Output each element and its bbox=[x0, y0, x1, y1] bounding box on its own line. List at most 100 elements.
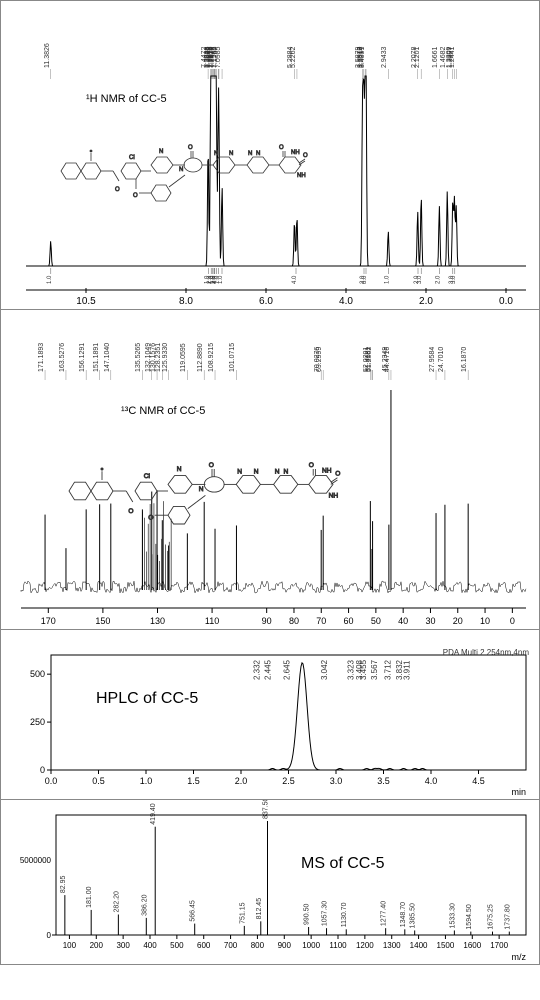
svg-text:3.567: 3.567 bbox=[370, 659, 379, 680]
svg-text:130: 130 bbox=[150, 616, 165, 626]
svg-text:8.0: 8.0 bbox=[179, 296, 193, 307]
svg-text:O: O bbox=[303, 153, 308, 159]
svg-text:400: 400 bbox=[143, 941, 157, 950]
svg-text:3.455: 3.455 bbox=[359, 659, 368, 680]
svg-text:O: O bbox=[209, 462, 214, 469]
svg-text:282.20: 282.20 bbox=[113, 891, 120, 913]
svg-text:4.0: 4.0 bbox=[339, 296, 353, 307]
svg-text:O: O bbox=[115, 187, 120, 193]
svg-text:2.5: 2.5 bbox=[282, 776, 295, 786]
svg-text:500: 500 bbox=[30, 669, 45, 679]
svg-text:2.0: 2.0 bbox=[235, 776, 248, 786]
svg-text:O: O bbox=[335, 471, 340, 478]
svg-text:1277.40: 1277.40 bbox=[381, 901, 388, 926]
svg-text:10: 10 bbox=[480, 616, 490, 626]
svg-text:1594.50: 1594.50 bbox=[466, 904, 473, 929]
svg-text:1300: 1300 bbox=[383, 941, 401, 950]
svg-text:Cl: Cl bbox=[144, 473, 151, 480]
svg-text:1.0: 1.0 bbox=[47, 275, 53, 284]
svg-text:800: 800 bbox=[251, 941, 265, 950]
svg-text:N: N bbox=[159, 149, 163, 155]
svg-text:2.0: 2.0 bbox=[436, 275, 442, 284]
svg-text:N: N bbox=[179, 167, 183, 173]
cnmr-peak-labels: 171.1893163.5276156.1291151.1891147.1040… bbox=[1, 312, 534, 372]
svg-text:O: O bbox=[279, 145, 284, 151]
svg-text:1.0: 1.0 bbox=[140, 776, 153, 786]
svg-text:1348.70: 1348.70 bbox=[400, 902, 407, 927]
cnmr-structure: O Cl O N N O N N NN bbox=[56, 425, 346, 535]
svg-text:419.40: 419.40 bbox=[150, 803, 157, 825]
svg-text:N: N bbox=[275, 468, 280, 475]
svg-text:3.5: 3.5 bbox=[377, 776, 390, 786]
hnmr-structure: O Cl O N N O N N NN bbox=[51, 111, 311, 211]
svg-text:N: N bbox=[237, 468, 242, 475]
svg-text:1400: 1400 bbox=[410, 941, 428, 950]
svg-text:2.332: 2.332 bbox=[253, 659, 262, 680]
svg-text:NH: NH bbox=[322, 467, 332, 474]
svg-text:0: 0 bbox=[510, 616, 515, 626]
svg-text:4.0: 4.0 bbox=[292, 275, 298, 284]
ms-spectrum: 0500000010020030040050060070080090010001… bbox=[1, 800, 540, 965]
svg-text:0.0: 0.0 bbox=[499, 296, 513, 307]
svg-text:1057.30: 1057.30 bbox=[322, 901, 329, 926]
svg-text:4.0: 4.0 bbox=[425, 776, 438, 786]
svg-text:N: N bbox=[284, 468, 289, 475]
hnmr-title: ¹H NMR of CC-5 bbox=[86, 93, 167, 105]
svg-text:1737.80: 1737.80 bbox=[504, 904, 511, 929]
svg-text:250: 250 bbox=[30, 717, 45, 727]
svg-text:0: 0 bbox=[47, 931, 52, 940]
svg-text:600: 600 bbox=[197, 941, 211, 950]
svg-text:181.00: 181.00 bbox=[86, 886, 93, 908]
svg-text:O: O bbox=[133, 193, 138, 199]
svg-text:751.15: 751.15 bbox=[239, 902, 246, 924]
cnmr-title: ¹³C NMR of CC-5 bbox=[121, 405, 205, 417]
svg-text:N: N bbox=[256, 151, 260, 157]
svg-text:2.445: 2.445 bbox=[263, 659, 272, 680]
svg-text:386.20: 386.20 bbox=[141, 894, 148, 916]
svg-text:N: N bbox=[199, 486, 204, 493]
svg-text:500: 500 bbox=[170, 941, 184, 950]
svg-text:110: 110 bbox=[205, 616, 219, 626]
svg-text:566.45: 566.45 bbox=[190, 900, 197, 922]
svg-text:O: O bbox=[188, 145, 193, 151]
svg-text:1385.50: 1385.50 bbox=[410, 903, 417, 928]
svg-text:N: N bbox=[177, 466, 182, 473]
svg-text:1000: 1000 bbox=[302, 941, 320, 950]
svg-text:80: 80 bbox=[289, 616, 299, 626]
svg-text:3.0: 3.0 bbox=[330, 776, 343, 786]
ms-panel: MS of CC-5 05000000100200300400500600700… bbox=[0, 800, 540, 965]
svg-text:6.0: 6.0 bbox=[259, 296, 273, 307]
svg-text:3.712: 3.712 bbox=[384, 659, 393, 680]
svg-text:900: 900 bbox=[278, 941, 292, 950]
svg-text:m/z: m/z bbox=[512, 952, 527, 962]
svg-text:3.0: 3.0 bbox=[451, 275, 457, 284]
ms-title: MS of CC-5 bbox=[301, 855, 385, 873]
svg-text:1533.30: 1533.30 bbox=[449, 903, 456, 928]
svg-text:O: O bbox=[148, 515, 153, 522]
svg-text:1.0: 1.0 bbox=[218, 275, 224, 284]
svg-text:3.042: 3.042 bbox=[320, 659, 329, 680]
hplc-panel: HPLC of CC-5 PDA Multi 2 254nm,4nm 0 250 5… bbox=[0, 630, 540, 800]
svg-text:0.0: 0.0 bbox=[45, 776, 58, 786]
svg-text:min: min bbox=[511, 787, 526, 797]
svg-text:O: O bbox=[128, 508, 133, 515]
svg-text:40: 40 bbox=[398, 616, 408, 626]
svg-text:1700: 1700 bbox=[490, 941, 508, 950]
svg-text:1600: 1600 bbox=[463, 941, 481, 950]
svg-text:170: 170 bbox=[41, 616, 56, 626]
svg-text:700: 700 bbox=[224, 941, 238, 950]
svg-text:10.5: 10.5 bbox=[76, 296, 96, 307]
svg-text:20: 20 bbox=[453, 616, 463, 626]
svg-text:NH: NH bbox=[297, 173, 306, 179]
hplc-title: HPLC of CC-5 bbox=[96, 690, 198, 708]
svg-text:3.911: 3.911 bbox=[403, 660, 412, 680]
hplc-detector-text: PDA Multi 2 254nm,4nm bbox=[443, 648, 529, 657]
svg-text:1675.25: 1675.25 bbox=[487, 904, 494, 929]
svg-text:0.5: 0.5 bbox=[92, 776, 105, 786]
svg-text:NH: NH bbox=[291, 150, 300, 156]
svg-text:5000000: 5000000 bbox=[20, 856, 52, 865]
svg-text:60: 60 bbox=[344, 616, 354, 626]
svg-text:3.0: 3.0 bbox=[417, 275, 423, 284]
svg-text:0: 0 bbox=[40, 765, 45, 775]
svg-text:2.645: 2.645 bbox=[282, 659, 291, 680]
